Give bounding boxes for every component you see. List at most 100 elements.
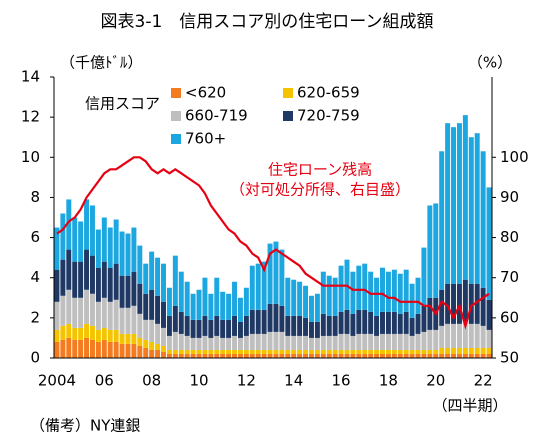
bar-segment xyxy=(101,261,107,298)
bar-segment xyxy=(409,335,415,350)
bar-segment xyxy=(255,309,261,334)
legend-label: 760+ xyxy=(185,130,226,148)
y-tick-label: 6 xyxy=(30,228,40,246)
bar-segment xyxy=(119,307,125,334)
bar-segment xyxy=(285,349,291,354)
bar-segment xyxy=(344,349,350,354)
bar-segment xyxy=(297,353,303,358)
bar-segment xyxy=(78,339,84,358)
bar-segment xyxy=(462,353,468,358)
bar-segment xyxy=(391,349,397,354)
bar-segment xyxy=(451,127,457,284)
bar-segment xyxy=(391,333,397,350)
bar-segment xyxy=(439,353,445,358)
bar-segment xyxy=(155,295,161,324)
bar-segment xyxy=(362,333,368,350)
bar-segment xyxy=(338,311,344,334)
bar-segment xyxy=(166,315,172,336)
bar-segment xyxy=(66,289,72,324)
bar-segment xyxy=(161,263,166,302)
legend-swatch xyxy=(283,111,293,121)
y-tick-label: 0 xyxy=(30,349,40,367)
bar-segment xyxy=(243,287,249,316)
bar-segment xyxy=(143,263,149,294)
bar-segment xyxy=(350,313,356,336)
bar-segment xyxy=(356,333,362,350)
bar-segment xyxy=(243,315,249,336)
bar-segment xyxy=(279,353,285,358)
bar-segment xyxy=(421,353,427,358)
bar-segment xyxy=(462,321,468,348)
bar-segment xyxy=(397,273,403,314)
bar-segment xyxy=(332,353,338,358)
bar-segment xyxy=(468,347,474,354)
x-tick-label: 08 xyxy=(142,372,161,390)
y2-tick-label: 100 xyxy=(500,148,529,166)
y-axis-label: （千億ﾄﾞﾙ） xyxy=(60,54,143,72)
y-tick-label: 8 xyxy=(30,188,40,206)
bar-segment xyxy=(279,249,285,306)
bar-segment xyxy=(178,271,184,312)
bar-segment xyxy=(314,349,320,354)
bar-segment xyxy=(261,309,267,334)
bar-segment xyxy=(362,349,368,354)
bar-segment xyxy=(143,339,149,348)
bar-segment xyxy=(261,349,267,354)
bar-segment xyxy=(78,261,84,298)
x-tick-label: 20 xyxy=(426,372,445,390)
bar-segment xyxy=(149,341,155,350)
bar-segment xyxy=(427,329,433,350)
bar-segment xyxy=(172,255,178,306)
bar-segment xyxy=(95,301,101,330)
bar-segment xyxy=(232,349,238,354)
bar-segment xyxy=(486,353,492,358)
bar-segment xyxy=(403,353,409,358)
bar-segment xyxy=(125,333,131,344)
bar-segment xyxy=(285,315,291,336)
x-tick-label: 2004 xyxy=(38,372,76,390)
bar-segment xyxy=(445,283,451,324)
x-tick-label: 10 xyxy=(189,372,208,390)
bar-segment xyxy=(374,353,380,358)
bar-segment xyxy=(113,263,119,300)
bar-segment xyxy=(486,329,492,348)
bar-segment xyxy=(119,275,125,308)
bar-segment xyxy=(320,349,326,354)
bar-segment xyxy=(368,349,374,354)
bar-segment xyxy=(439,289,445,326)
bar-segment xyxy=(433,329,439,350)
x-tick-label: 14 xyxy=(284,372,303,390)
bar-segment xyxy=(456,123,462,284)
bar-segment xyxy=(101,339,107,358)
bar-segment xyxy=(95,329,101,342)
bar-segment xyxy=(468,283,474,324)
bar-segment xyxy=(243,349,249,354)
bar-segment xyxy=(196,337,202,350)
bar-segment xyxy=(374,349,380,354)
bar-segment xyxy=(214,277,220,316)
bar-segment xyxy=(433,203,439,298)
bar-segment xyxy=(356,265,362,310)
bar-segment xyxy=(184,281,190,316)
bar-segment xyxy=(161,345,166,352)
bar-segment xyxy=(125,275,131,308)
bar-segment xyxy=(380,311,385,334)
bar-segment xyxy=(208,349,214,354)
bar-segment xyxy=(107,301,113,330)
bar-segment xyxy=(285,277,291,316)
bar-segment xyxy=(397,349,403,354)
bar-segment xyxy=(161,327,166,346)
source-note: （備考）NY連銀 xyxy=(30,417,140,435)
bar-segment xyxy=(279,305,285,332)
bar-segment xyxy=(303,353,309,358)
bar-segment xyxy=(125,233,131,276)
bar-segment xyxy=(427,297,433,330)
bar-segment xyxy=(178,333,184,350)
y-tick-label: 2 xyxy=(30,308,40,326)
bar-segment xyxy=(95,229,101,268)
bar-segment xyxy=(196,353,202,358)
legend-label: 660-719 xyxy=(185,107,248,125)
bar-segment xyxy=(474,133,480,284)
bar-segment xyxy=(439,347,445,354)
bar-segment xyxy=(468,353,474,358)
